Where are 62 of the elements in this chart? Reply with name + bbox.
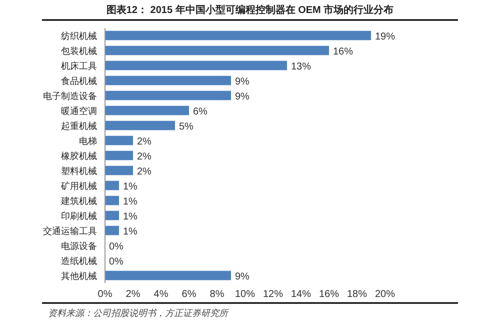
data-label: 13% [291,62,312,72]
y-tick-label: 包装机械 [61,46,97,56]
bar [105,90,231,100]
bar [105,120,175,130]
data-label: 9% [235,92,250,102]
y-tick-label: 交通运输工具 [43,226,97,236]
x-tick-label: 2% [126,289,140,300]
data-label: 1% [123,212,138,222]
bar [105,60,287,70]
x-tick-label: 0% [98,289,112,300]
data-label: 2% [137,166,152,178]
chart-title: 图表12： 2015 年中国小型可编程控制器在 OEM 市场的行业分布 [106,4,394,16]
text: 资料来源：公司招股说明书，方正证券研究所 [48,308,230,318]
data-label: 9% [235,272,250,282]
x-tick-label: 10% [234,289,256,300]
y-tick-label: 橡胶机械 [61,151,97,161]
y-tick-label: 电梯 [79,136,97,146]
bar [105,226,119,236]
data-label: 5% [179,122,194,132]
y-tick-label: 印刷机械 [61,211,97,221]
bar [105,270,231,280]
data-label: 1% [123,196,138,208]
x-tick-label: 6% [182,289,196,300]
bar [105,180,119,190]
y-tick-label: 造纸机械 [61,256,97,266]
bar [105,30,371,40]
y-tick-label: 电源设备 [61,241,97,251]
y-tick-label: 食品机械 [61,76,97,86]
data-label: 16% [333,46,354,58]
y-tick-label: 塑料机械 [61,166,97,176]
y-tick-label: 电子制造设备 [43,91,97,101]
data-label: 1% [123,226,138,238]
x-tick-label: 14% [290,289,312,300]
bar [105,106,189,116]
y-tick-label: 起重机械 [61,121,97,131]
y-tick-label: 建筑机械 [60,196,97,206]
bar [105,210,119,220]
bar [105,76,231,86]
x-tick-label: 12% [262,289,284,300]
y-tick-label: 其他机械 [61,271,97,281]
data-label: 19% [375,32,396,42]
data-label: 1% [123,182,138,192]
data-label: 0% [109,256,124,268]
y-tick-label: 暖通空调 [61,106,97,116]
bar [105,46,329,56]
x-tick-label: 4% [154,289,168,300]
bar [105,196,119,206]
x-tick-label: 16% [318,289,340,300]
y-tick-label: 纺织机械 [61,31,97,41]
x-tick-label: 20% [374,289,396,300]
y-tick-label: 矿用机械 [60,181,97,191]
data-label: 2% [137,136,152,148]
x-tick-label: 8% [210,289,224,300]
bar [105,136,133,146]
y-tick-label: 机床工具 [61,61,97,71]
x-tick-label: 18% [346,289,368,300]
data-label: 6% [193,106,208,118]
bar [105,150,133,160]
data-label: 2% [137,152,152,162]
data-label: 0% [109,242,124,252]
bar [105,166,133,176]
data-label: 9% [235,76,250,88]
